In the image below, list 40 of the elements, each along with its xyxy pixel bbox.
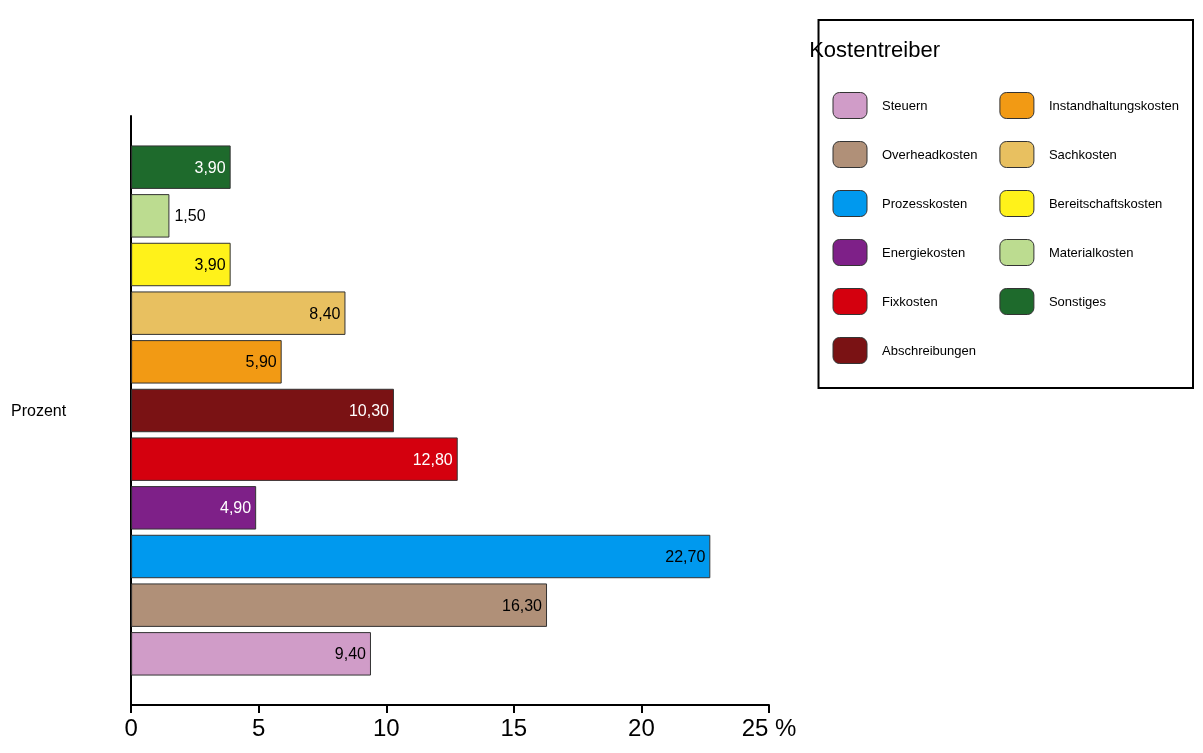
legend-label: Materialkosten bbox=[1048, 245, 1134, 260]
bar bbox=[131, 534, 711, 579]
legend-label: Prozesskosten bbox=[882, 196, 968, 211]
bar bbox=[131, 291, 346, 335]
legend-label: Sachkosten bbox=[1048, 147, 1117, 162]
data-label: 3,90 bbox=[194, 256, 226, 274]
y-axis-title: Prozent bbox=[11, 402, 67, 419]
x-tick-label: 20 bbox=[628, 713, 655, 741]
data-label: 5,90 bbox=[245, 353, 277, 371]
bar bbox=[131, 486, 257, 530]
legend-label: Fixkosten bbox=[882, 294, 938, 309]
legend-label: Energiekosten bbox=[882, 245, 966, 260]
data-label: 16,30 bbox=[501, 596, 543, 614]
data-label: 9,40 bbox=[334, 645, 367, 663]
data-label: 1,50 bbox=[174, 207, 206, 225]
legend-label: Abschreibungen bbox=[882, 343, 976, 358]
bar bbox=[131, 242, 231, 287]
x-tick-label: 5 bbox=[252, 713, 266, 741]
bar bbox=[131, 583, 548, 627]
data-label: 10,30 bbox=[348, 402, 390, 419]
x-tick-label: 15 bbox=[500, 713, 528, 741]
legend-label: Bereitschaftskosten bbox=[1048, 196, 1163, 211]
data-label: 8,40 bbox=[309, 304, 341, 322]
data-label: 3,90 bbox=[194, 158, 226, 176]
x-tick-label: 10 bbox=[372, 713, 400, 741]
x-tick-label: 25 % bbox=[741, 713, 797, 741]
data-label: 4,90 bbox=[220, 499, 252, 517]
bar bbox=[131, 437, 458, 481]
bar bbox=[131, 340, 282, 384]
bar bbox=[131, 194, 170, 238]
bar bbox=[131, 388, 394, 433]
legend-label: Sonstiges bbox=[1048, 294, 1107, 309]
bar bbox=[131, 632, 371, 676]
legend-label: Overheadkosten bbox=[882, 147, 978, 162]
bar bbox=[131, 145, 231, 189]
data-label: 22,70 bbox=[665, 547, 706, 565]
legend-label: Instandhaltungskosten bbox=[1048, 98, 1180, 113]
data-label: 12,80 bbox=[412, 450, 453, 468]
x-tick-label: 0 bbox=[124, 713, 138, 741]
legend-label: Steuern bbox=[882, 98, 928, 113]
